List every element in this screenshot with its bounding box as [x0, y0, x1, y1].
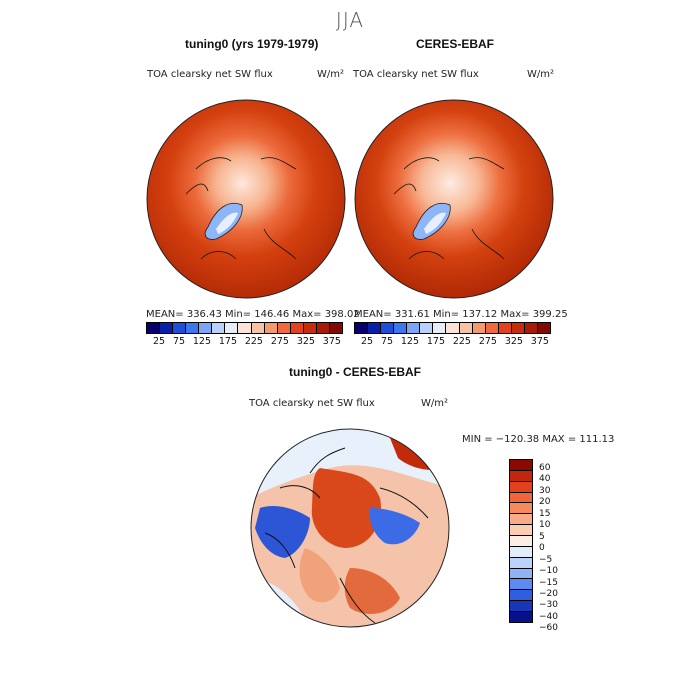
left-variable-label: TOA clearsky net SW flux	[147, 69, 273, 80]
right-colorbar: 25 75 125 175 225 275 325 375	[354, 322, 551, 347]
colorbar-swatch	[303, 323, 317, 333]
colorbar-swatch	[355, 323, 369, 333]
cbar-tick: 5	[539, 531, 545, 542]
colorbar-swatch	[238, 323, 252, 333]
colorbar-swatch	[510, 568, 532, 580]
cbar-tick: 175	[426, 336, 445, 347]
colorbar-swatch	[212, 323, 226, 333]
cbar-tick: 75	[172, 336, 186, 347]
cbar-tick: 225	[244, 336, 263, 347]
cbar-tick: 20	[539, 497, 551, 508]
colorbar-swatch	[277, 323, 291, 333]
colorbar-swatch	[524, 323, 538, 333]
cbar-tick: 275	[270, 336, 289, 347]
colorbar-swatch	[510, 612, 532, 622]
colorbar-swatch	[290, 323, 304, 333]
cbar-tick: 40	[539, 474, 551, 485]
cbar-tick: 25	[361, 336, 374, 347]
colorbar-swatch	[511, 323, 525, 333]
colorbar-swatch	[420, 323, 434, 333]
colorbar-swatch	[485, 323, 499, 333]
cbar-tick: −10	[539, 566, 558, 577]
colorbar-swatch	[147, 323, 161, 333]
diff-colorbar: 60 40 30 20 15 10 5 0 −5 −10 −15 −20 −30…	[509, 459, 558, 633]
colorbar-swatch	[472, 323, 486, 333]
right-units-label: W/m²	[527, 69, 555, 80]
colorbar-swatch	[251, 323, 265, 333]
colorbar-swatch	[316, 323, 330, 333]
cbar-tick: −30	[539, 600, 558, 611]
colorbar-swatch	[329, 323, 342, 333]
colorbar-swatch	[498, 323, 512, 333]
colorbar-swatch	[459, 323, 473, 333]
colorbar-swatch	[510, 503, 532, 515]
cbar-tick: 15	[539, 508, 551, 519]
colorbar-swatch	[510, 601, 532, 613]
colorbar-swatch	[510, 546, 532, 558]
cbar-tick: 0	[539, 543, 545, 554]
cbar-tick: 10	[539, 520, 551, 531]
cbar-tick: −5	[539, 554, 553, 565]
cbar-tick: 175	[218, 336, 237, 347]
diff-minmax: MIN = −120.38 MAX = 111.13	[462, 434, 615, 445]
right-polar-map	[354, 99, 554, 299]
colorbar-swatch	[510, 460, 532, 471]
diff-variable-label: TOA clearsky net SW flux	[249, 398, 375, 409]
cbar-tick: 375	[322, 336, 341, 347]
cbar-tick: −60	[539, 623, 558, 634]
cbar-tick: 325	[504, 336, 523, 347]
cbar-tick: 325	[296, 336, 315, 347]
colorbar-swatch	[264, 323, 278, 333]
colorbar-swatch	[537, 323, 550, 333]
colorbar-swatch	[510, 590, 532, 602]
diff-units-label: W/m²	[421, 398, 449, 409]
colorbar-swatch	[199, 323, 213, 333]
left-stats: MEAN= 336.43 Min= 146.46 Max= 398.02	[146, 309, 360, 320]
colorbar-swatch	[510, 536, 532, 547]
cbar-tick: −15	[539, 577, 558, 588]
cbar-tick: 125	[192, 336, 212, 347]
colorbar-swatch	[433, 323, 447, 333]
right-stats: MEAN= 331.61 Min= 137.12 Max= 399.25	[354, 309, 568, 320]
colorbar-swatch	[510, 470, 532, 482]
colorbar-swatch	[510, 557, 532, 569]
cbar-tick: 375	[530, 336, 549, 347]
colorbar-swatch	[510, 514, 532, 526]
diff-panel-title: tuning0 - CERES-EBAF	[289, 365, 421, 379]
page-title: JJA	[335, 8, 365, 32]
cbar-tick: 30	[539, 485, 551, 496]
colorbar-swatch	[186, 323, 200, 333]
right-variable-label: TOA clearsky net SW flux	[353, 69, 479, 80]
left-units-label: W/m²	[317, 69, 345, 80]
colorbar-swatch	[160, 323, 174, 333]
left-polar-map	[146, 99, 346, 299]
colorbar-swatch	[510, 579, 532, 591]
cbar-tick: 225	[452, 336, 471, 347]
cbar-tick: −20	[539, 588, 558, 599]
cbar-tick: 75	[380, 336, 394, 347]
colorbar-swatch	[368, 323, 382, 333]
cbar-tick: −40	[539, 611, 558, 622]
colorbar-swatch	[446, 323, 460, 333]
colorbar-swatch	[510, 492, 532, 504]
colorbar-swatch	[381, 323, 395, 333]
cbar-tick: 60	[539, 463, 551, 473]
colorbar-swatch	[173, 323, 187, 333]
right-panel-title: CERES-EBAF	[416, 37, 495, 51]
cbar-tick: 25	[153, 336, 166, 347]
left-colorbar: 25 75 125 175 225 275 325 375	[146, 322, 343, 347]
colorbar-swatch	[225, 323, 239, 333]
colorbar-swatch	[510, 481, 532, 493]
diff-polar-map	[250, 428, 450, 628]
left-panel-title: tuning0 (yrs 1979-1979)	[185, 37, 319, 51]
colorbar-swatch	[510, 525, 532, 537]
cbar-tick: 275	[478, 336, 497, 347]
colorbar-swatch	[394, 323, 408, 333]
cbar-tick: 125	[400, 336, 420, 347]
colorbar-swatch	[407, 323, 421, 333]
